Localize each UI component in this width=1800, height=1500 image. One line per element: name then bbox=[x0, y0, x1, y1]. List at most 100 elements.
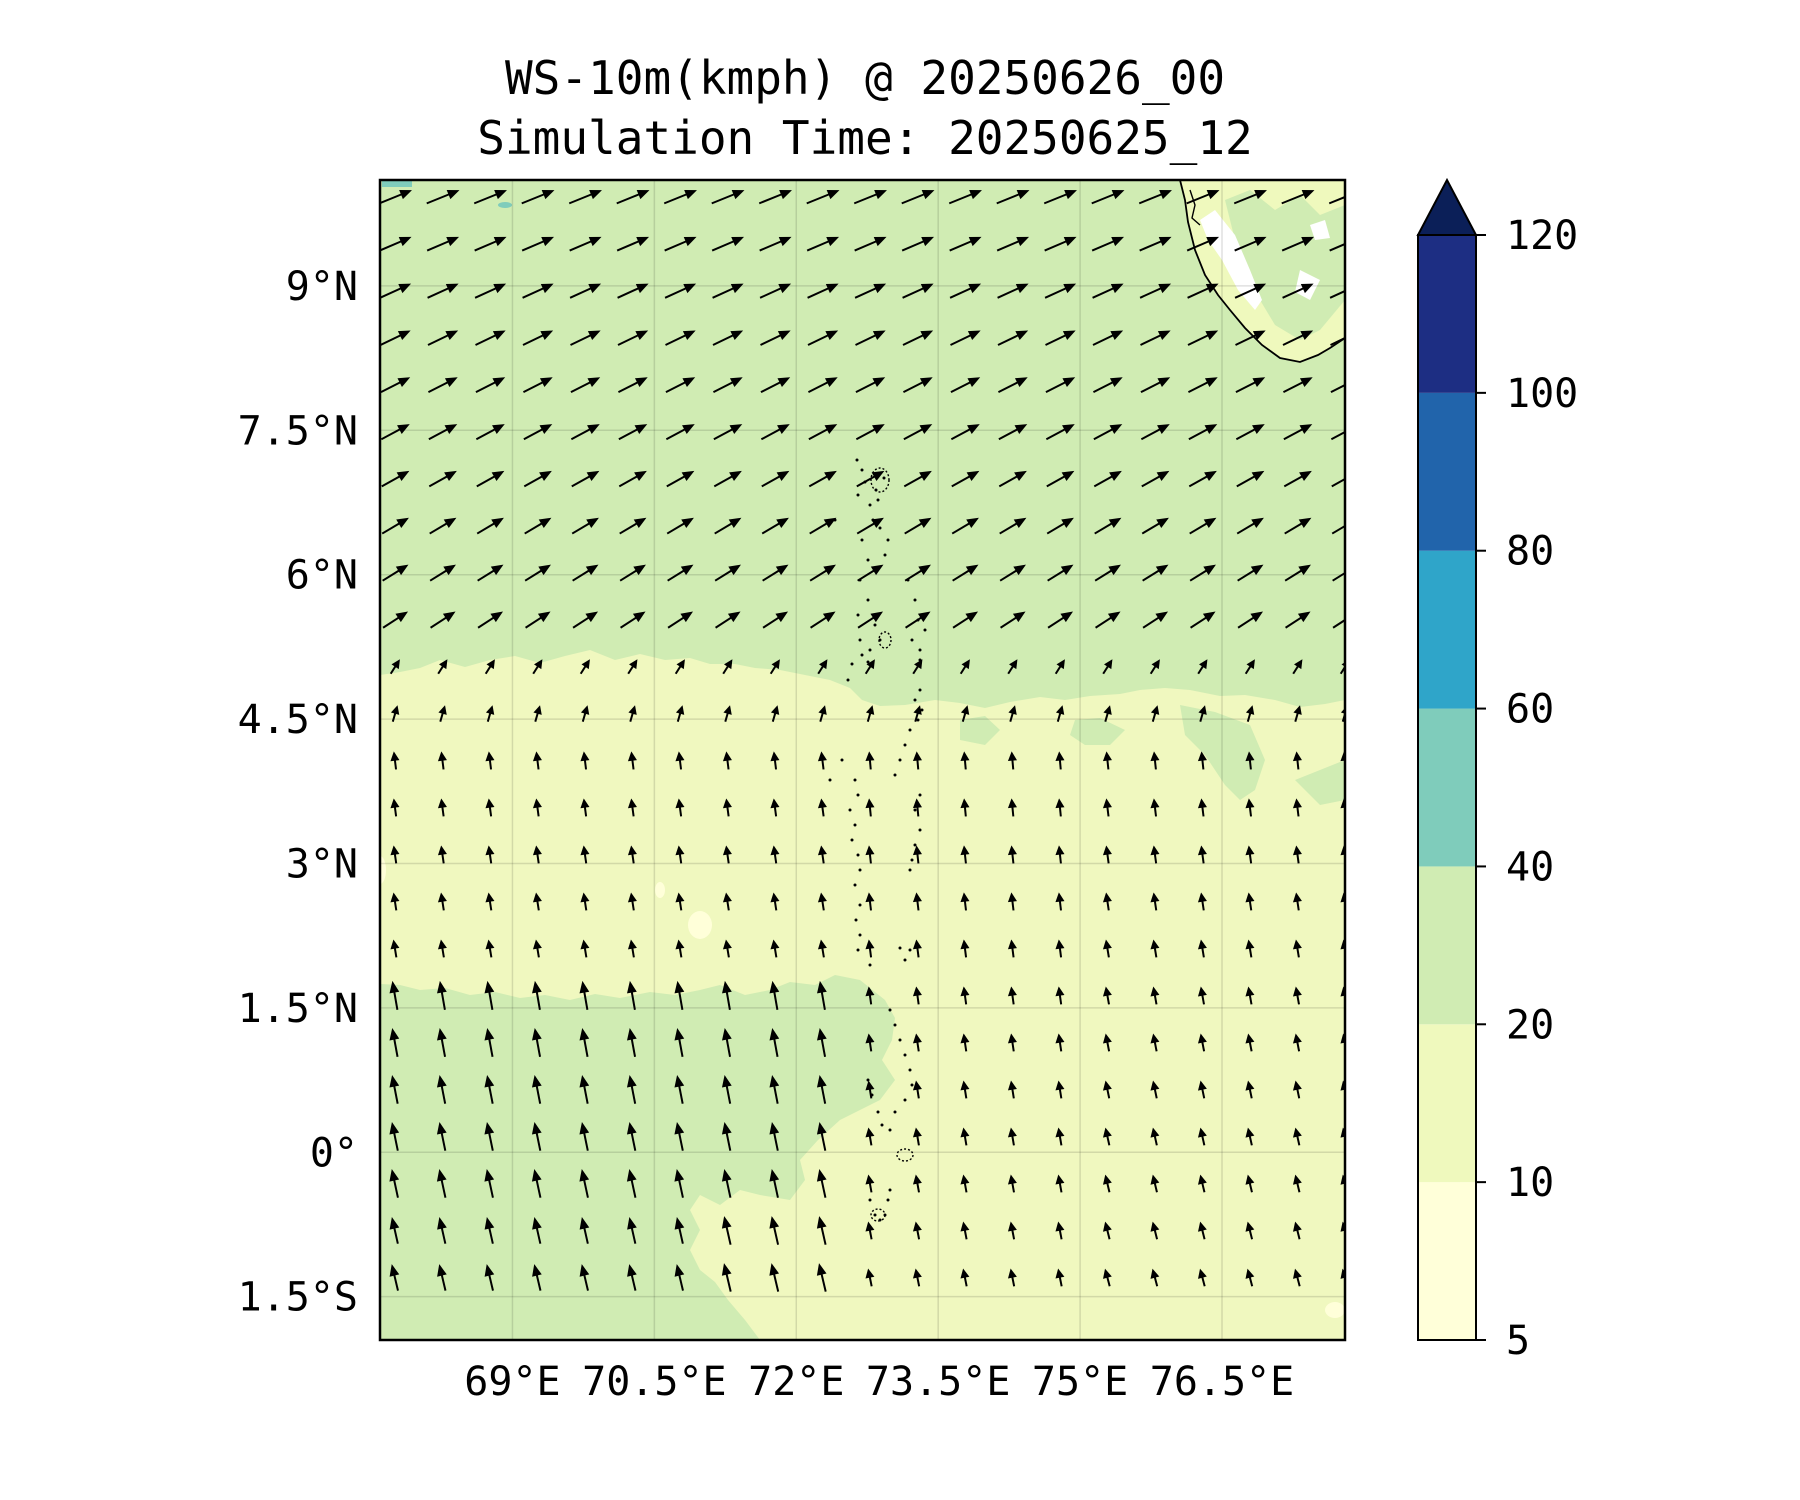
wind-arrow bbox=[950, 330, 981, 346]
wind-arrow bbox=[865, 892, 875, 911]
wind-arrow bbox=[569, 236, 602, 252]
wind-arrow bbox=[1281, 189, 1315, 205]
wind-arrow bbox=[532, 751, 542, 770]
island-dot bbox=[918, 648, 922, 652]
wind-arrow bbox=[1284, 517, 1312, 535]
wind-arrow bbox=[675, 892, 685, 911]
wind-arrow bbox=[666, 517, 694, 535]
wind-arrow bbox=[1150, 1221, 1160, 1240]
wind-arrow bbox=[572, 611, 599, 629]
colorbar-tick-label: 60 bbox=[1506, 687, 1554, 733]
wind-arrow bbox=[522, 330, 554, 346]
wind-arrow bbox=[912, 1221, 922, 1240]
wind-arrow bbox=[674, 980, 685, 1010]
wind-arrow bbox=[1141, 517, 1169, 535]
wind-arrow bbox=[579, 1169, 590, 1198]
wind-arrow bbox=[809, 517, 837, 535]
wind-arrow bbox=[865, 751, 875, 770]
wind-arrow bbox=[1092, 330, 1124, 346]
wind-arrow bbox=[1292, 939, 1302, 958]
wind-arrow bbox=[620, 611, 646, 629]
wind-arrow bbox=[759, 236, 792, 252]
wind-arrow bbox=[769, 1027, 780, 1057]
atoll-outline bbox=[878, 631, 892, 649]
wind-arrow bbox=[474, 283, 507, 299]
wind-arrow bbox=[522, 377, 553, 394]
island-dot bbox=[873, 623, 877, 627]
wind-arrow bbox=[1150, 1268, 1160, 1287]
wind-arrow bbox=[476, 517, 504, 535]
wind-arrow bbox=[1103, 1221, 1112, 1240]
wind-arrow bbox=[721, 1263, 732, 1292]
wind-arrow bbox=[759, 283, 792, 299]
wind-arrow bbox=[865, 1268, 875, 1287]
wind-arrow bbox=[1046, 517, 1074, 535]
wind-arrow bbox=[960, 1174, 970, 1193]
lat-tick-label: 7.5°N bbox=[238, 408, 358, 454]
wind-arrow bbox=[1283, 424, 1313, 441]
wind-arrow bbox=[722, 798, 732, 817]
wind-arrow bbox=[665, 424, 695, 441]
wind-arrow bbox=[1007, 1080, 1017, 1099]
wind-arrow bbox=[485, 845, 495, 864]
wind-arrow bbox=[437, 939, 447, 958]
chart-title-line1: WS-10m(kmph) @ 20250626_00 bbox=[504, 51, 1226, 105]
wind-arrow bbox=[1142, 611, 1169, 629]
wind-arrow bbox=[1055, 751, 1065, 770]
wind-arrow bbox=[429, 564, 456, 582]
wind-arrow bbox=[1091, 236, 1125, 252]
wind-arrow bbox=[865, 845, 875, 864]
wind-arrow bbox=[521, 189, 555, 205]
lat-tick-label: 6°N bbox=[286, 553, 358, 599]
island-dot bbox=[910, 638, 914, 642]
speed-zone-5-10 bbox=[688, 911, 712, 939]
wind-arrow bbox=[429, 517, 457, 535]
wind-arrow bbox=[865, 1174, 875, 1193]
wind-arrow bbox=[1007, 939, 1017, 958]
wind-arrow bbox=[484, 980, 495, 1010]
wind-arrow bbox=[1234, 236, 1267, 252]
wind-arrow bbox=[1186, 236, 1220, 252]
wind-arrow bbox=[664, 283, 697, 299]
wind-arrow bbox=[521, 236, 555, 252]
lat-tick-label: 3°N bbox=[286, 841, 358, 887]
speed-zone-5-10 bbox=[655, 882, 665, 898]
wind-arrow bbox=[1282, 377, 1313, 394]
wind-arrow bbox=[484, 1122, 495, 1151]
colorbar-tick-label: 120 bbox=[1506, 213, 1578, 259]
island-dot bbox=[858, 638, 862, 642]
wind-arrow bbox=[715, 611, 741, 629]
wind-arrow bbox=[484, 1264, 495, 1291]
wind-arrow bbox=[960, 1080, 970, 1099]
island-dot bbox=[903, 1053, 907, 1057]
wind-arrow bbox=[430, 611, 456, 629]
wind-arrow bbox=[1235, 330, 1266, 346]
wind-arrow bbox=[949, 283, 982, 299]
wind-arrow bbox=[721, 1216, 732, 1245]
wind-arrow bbox=[1197, 1127, 1207, 1146]
wind-arrow bbox=[568, 189, 602, 205]
lon-tick-label: 73.5°E bbox=[866, 1359, 1011, 1405]
wind-arrow bbox=[475, 424, 505, 441]
island-dot bbox=[858, 903, 862, 907]
wind-arrow bbox=[1292, 986, 1302, 1005]
wind-arrow bbox=[912, 1080, 922, 1099]
wind-arrow bbox=[1044, 236, 1077, 252]
wind-arrow bbox=[1284, 564, 1311, 582]
wind-arrow bbox=[579, 659, 590, 675]
wind-arrow bbox=[580, 892, 590, 911]
speed-zone-patch bbox=[800, 1050, 845, 1080]
wind-arrow bbox=[713, 470, 742, 488]
wind-arrow bbox=[857, 611, 884, 629]
wind-arrow bbox=[580, 751, 590, 770]
wind-arrow bbox=[769, 1122, 780, 1151]
wind-arrow bbox=[1046, 470, 1075, 488]
wind-arrow bbox=[1187, 330, 1219, 346]
wind-arrow bbox=[436, 1169, 447, 1198]
wind-arrow bbox=[1197, 798, 1207, 817]
wind-arrow bbox=[1331, 524, 1345, 535]
wind-arrow bbox=[960, 705, 970, 722]
wind-arrow bbox=[865, 939, 875, 958]
wind-arrow bbox=[865, 986, 875, 1005]
wind-arrow bbox=[485, 751, 495, 770]
